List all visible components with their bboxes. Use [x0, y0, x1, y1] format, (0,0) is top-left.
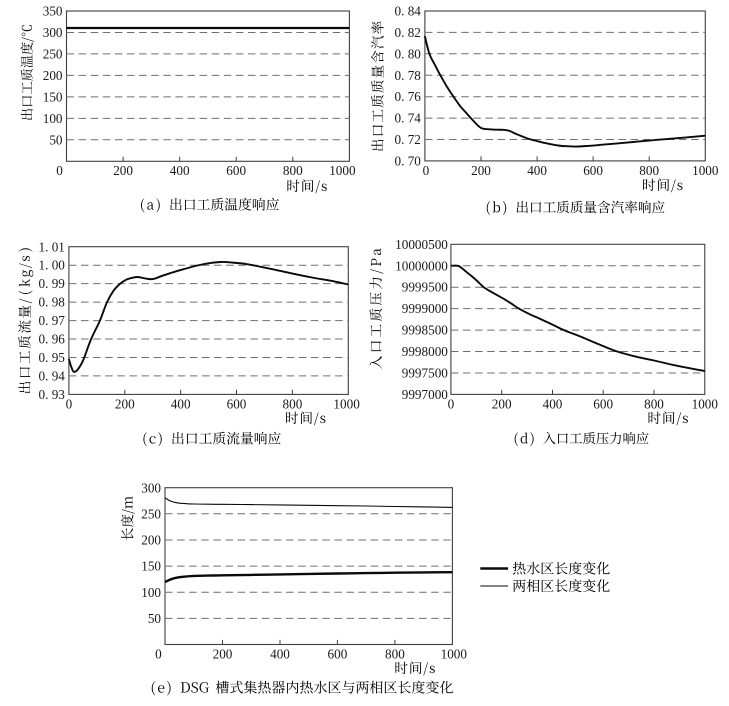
svg-text:9999000: 9999000 [402, 301, 449, 316]
svg-text:0. 95: 0. 95 [39, 350, 66, 365]
svg-text:100: 100 [141, 585, 161, 600]
svg-text:800: 800 [283, 396, 303, 411]
svg-text:300: 300 [141, 480, 161, 495]
svg-text:9999500: 9999500 [402, 280, 449, 295]
svg-text:600: 600 [328, 647, 348, 662]
svg-text:10000500: 10000500 [395, 237, 448, 252]
svg-text:0: 0 [155, 647, 162, 662]
svg-text:9997000: 9997000 [402, 387, 449, 402]
svg-text:0: 0 [423, 163, 430, 178]
svg-text:0. 96: 0. 96 [39, 332, 66, 347]
svg-text:200: 200 [113, 163, 133, 178]
svg-text:600: 600 [593, 396, 613, 411]
svg-text:0: 0 [448, 396, 455, 411]
svg-text:800: 800 [639, 163, 659, 178]
svg-text:50: 50 [148, 611, 162, 626]
svg-text:1000: 1000 [333, 396, 360, 411]
svg-text:1. 01: 1. 01 [39, 239, 65, 254]
svg-text:400: 400 [543, 396, 563, 411]
svg-text:9998500: 9998500 [402, 323, 449, 338]
svg-text:0. 74: 0. 74 [395, 111, 422, 126]
svg-text:250: 250 [141, 506, 161, 521]
svg-text:400: 400 [171, 396, 191, 411]
svg-text:250: 250 [43, 47, 63, 62]
svg-text:0. 98: 0. 98 [39, 295, 66, 310]
svg-text:800: 800 [283, 163, 303, 178]
svg-text:600: 600 [226, 163, 246, 178]
svg-text:200: 200 [43, 68, 63, 83]
svg-text:600: 600 [227, 396, 247, 411]
svg-text:400: 400 [170, 163, 190, 178]
svg-text:0. 82: 0. 82 [395, 25, 421, 40]
svg-text:200: 200 [471, 163, 491, 178]
svg-text:9997500: 9997500 [402, 366, 449, 381]
svg-text:10000000: 10000000 [395, 258, 448, 273]
svg-text:800: 800 [644, 396, 664, 411]
svg-text:200: 200 [492, 396, 512, 411]
svg-text:100: 100 [43, 111, 63, 126]
svg-text:0. 72: 0. 72 [395, 132, 421, 147]
svg-text:1000: 1000 [692, 396, 719, 411]
svg-text:150: 150 [141, 559, 161, 574]
svg-text:1. 00: 1. 00 [39, 258, 66, 273]
svg-text:400: 400 [270, 647, 290, 662]
svg-text:50: 50 [49, 132, 63, 147]
svg-text:0. 84: 0. 84 [395, 4, 422, 19]
svg-text:0. 94: 0. 94 [39, 369, 66, 384]
svg-text:1000: 1000 [692, 163, 719, 178]
svg-text:200: 200 [115, 396, 135, 411]
svg-text:1000: 1000 [441, 647, 468, 662]
svg-text:400: 400 [527, 163, 547, 178]
svg-text:0. 99: 0. 99 [39, 276, 66, 291]
svg-text:0: 0 [56, 163, 63, 178]
svg-text:350: 350 [43, 4, 63, 19]
svg-text:200: 200 [213, 647, 233, 662]
svg-text:0. 80: 0. 80 [395, 46, 422, 61]
svg-text:200: 200 [141, 533, 161, 548]
svg-text:9998000: 9998000 [402, 344, 449, 359]
svg-text:0. 97: 0. 97 [39, 313, 66, 328]
svg-text:0. 78: 0. 78 [395, 68, 422, 83]
svg-text:0. 70: 0. 70 [395, 154, 422, 169]
svg-text:600: 600 [583, 163, 603, 178]
svg-text:800: 800 [385, 647, 405, 662]
svg-text:0. 76: 0. 76 [395, 89, 422, 104]
svg-text:1000: 1000 [329, 163, 356, 178]
svg-text:0: 0 [66, 396, 73, 411]
svg-text:300: 300 [43, 25, 63, 40]
svg-text:0. 93: 0. 93 [39, 387, 66, 402]
svg-text:150: 150 [43, 89, 63, 104]
